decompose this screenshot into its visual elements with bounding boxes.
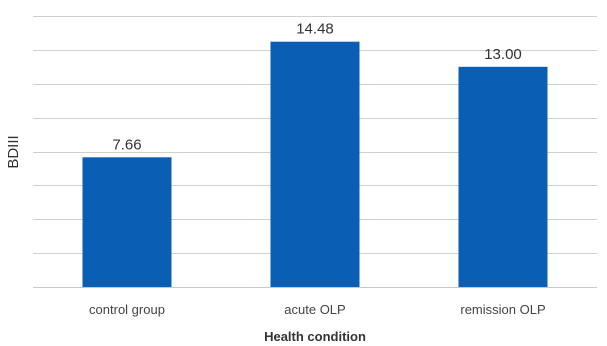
value-label: 14.48 <box>296 21 334 38</box>
bar-acute-olp <box>270 41 360 288</box>
value-label: 7.66 <box>112 136 141 153</box>
x-tick-label: control group <box>89 302 165 317</box>
value-labels: 7.66 14.48 13.00 <box>112 21 521 154</box>
bar-remission-olp <box>458 66 548 287</box>
bar-control-group <box>82 157 172 287</box>
x-tick-label: remission OLP <box>460 302 545 317</box>
y-axis-title: BDIII <box>5 135 22 168</box>
value-label: 13.00 <box>484 46 522 63</box>
bars <box>82 41 548 288</box>
x-tick-labels: control group acute OLP remission OLP <box>89 302 546 317</box>
x-axis-title: Health condition <box>264 329 366 344</box>
x-tick-label: acute OLP <box>284 302 345 317</box>
